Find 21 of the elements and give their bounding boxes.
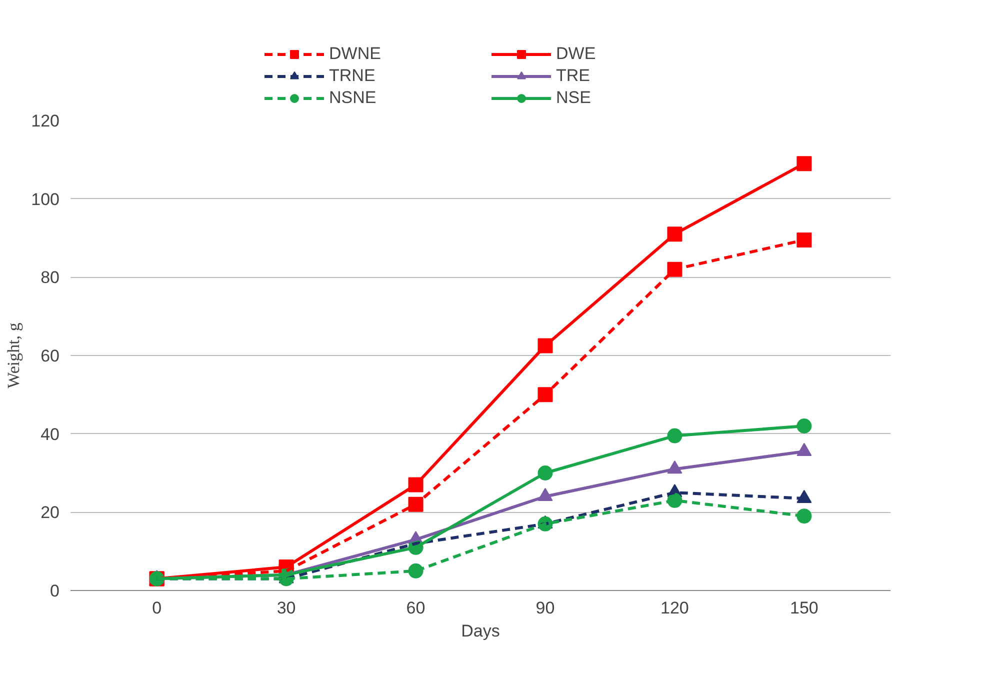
y-tick-label: 0 xyxy=(50,582,60,600)
x-tick-label: 30 xyxy=(276,598,296,618)
x-tick-label: 0 xyxy=(152,598,162,618)
legend-label: NSE xyxy=(556,88,592,108)
y-tick-label: 80 xyxy=(40,268,60,288)
legend-label: DWNE xyxy=(329,44,382,64)
x-axis-title: Days xyxy=(461,622,500,640)
x-tick-label: 120 xyxy=(660,598,689,618)
legend-label: TRNE xyxy=(329,66,376,86)
legend-label: DWE xyxy=(556,44,597,64)
y-tick-label: 40 xyxy=(40,424,60,444)
x-tick-label: 60 xyxy=(406,598,426,618)
y-tick-label: 100 xyxy=(31,190,60,209)
legend-label: NSNE xyxy=(329,88,378,108)
x-tick-label: 150 xyxy=(790,598,818,618)
y-tick-label: 60 xyxy=(40,346,60,366)
y-axis-title: Weight, g xyxy=(4,322,24,388)
y-tick-label: 120 xyxy=(31,112,60,130)
legend-label: TRE xyxy=(556,66,591,86)
y-tick-label: 20 xyxy=(40,503,60,522)
x-tick-label: 90 xyxy=(536,598,555,618)
